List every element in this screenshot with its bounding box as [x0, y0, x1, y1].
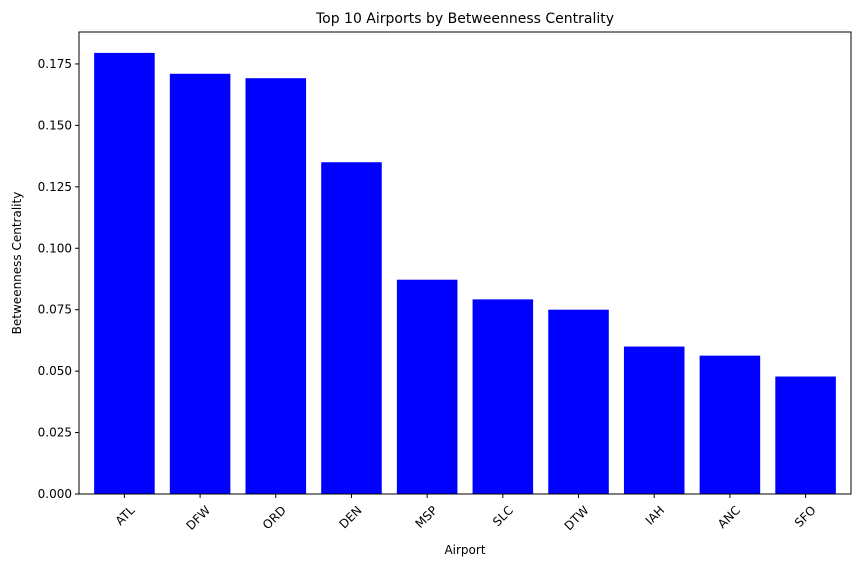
- y-tick-label: 0.050: [38, 364, 72, 378]
- bar-atl: [94, 52, 155, 494]
- bar-den: [321, 162, 382, 495]
- y-axis-label: Betweenness Centrality: [10, 192, 24, 335]
- chart-title: Top 10 Airports by Betweenness Centralit…: [315, 11, 614, 27]
- y-tick-label: 0.025: [38, 426, 72, 440]
- y-tick-label: 0.000: [38, 487, 72, 501]
- y-tick-label: 0.150: [38, 118, 72, 132]
- bar-ord: [245, 78, 307, 494]
- bar-anc: [699, 355, 761, 494]
- y-tick-label: 0.100: [38, 241, 72, 255]
- plot-frame: [78, 31, 852, 495]
- bar-iah: [623, 346, 685, 494]
- x-axis-label: Airport: [444, 543, 485, 557]
- y-axis: 0.000 0.025 0.050 0.075 0.100 0.125 0.150 0.175: [38, 57, 79, 501]
- bar-msp: [396, 279, 458, 494]
- y-tick-label: 0.075: [38, 303, 72, 317]
- bar-sfo: [775, 376, 836, 494]
- y-tick-label: 0.175: [38, 57, 72, 71]
- bars-group: [94, 52, 836, 495]
- bar-slc: [472, 299, 534, 494]
- bar-dtw: [548, 309, 609, 494]
- bar-dfw: [169, 73, 231, 494]
- y-tick-label: 0.125: [38, 180, 72, 194]
